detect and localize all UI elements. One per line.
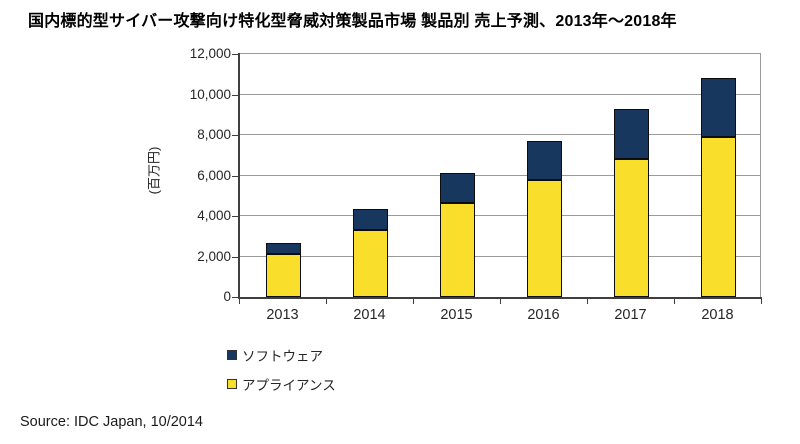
y-axis-line — [238, 53, 240, 299]
legend-key-software-icon — [227, 350, 237, 360]
source-note: Source: IDC Japan, 10/2014 — [20, 414, 203, 430]
y-tick-label-12000: 12,000 — [189, 46, 231, 61]
gridline-2000 — [240, 255, 760, 257]
x-tick-label-2015: 2015 — [440, 307, 473, 323]
bar-2018-appliance — [701, 137, 736, 297]
x-axis-line — [238, 297, 762, 299]
bar-2013-appliance — [266, 254, 301, 297]
x-tick-label-2017: 2017 — [614, 307, 647, 323]
bar-2017-software — [614, 108, 649, 160]
y-tick-mark-4000 — [232, 216, 239, 217]
legend: ソフトウェア アプライアンス — [227, 343, 336, 401]
bar-2014-appliance — [353, 230, 388, 297]
bar-2015-software — [440, 173, 475, 203]
legend-item-appliance: アプライアンス — [227, 372, 336, 396]
bar-2017-appliance — [614, 159, 649, 297]
bar-2014-software — [353, 208, 388, 231]
bar-2016-appliance — [527, 179, 562, 297]
x-tick-mark-2 — [413, 299, 414, 304]
gridline-4000 — [240, 215, 760, 216]
y-tick-mark-8000 — [232, 135, 239, 136]
y-tick-mark-0 — [232, 297, 239, 298]
y-tick-mark-10000 — [232, 94, 239, 96]
x-tick-mark-5 — [674, 299, 675, 304]
x-tick-label-2014: 2014 — [353, 307, 386, 323]
bar-2018-software — [701, 78, 736, 138]
x-tick-label-2018: 2018 — [701, 307, 734, 323]
legend-item-software: ソフトウェア — [227, 343, 336, 367]
legend-label-software: ソフトウェア — [242, 349, 323, 364]
y-tick-label-8000: 8,000 — [197, 127, 231, 142]
y-tick-mark-12000 — [232, 54, 239, 55]
gridline-8000 — [240, 134, 760, 135]
bar-2015-appliance — [440, 202, 475, 297]
x-tick-mark-3 — [500, 299, 501, 304]
legend-label-appliance: アプライアンス — [242, 378, 336, 393]
y-tick-label-10000: 10,000 — [189, 86, 231, 102]
plot-area — [239, 53, 761, 298]
x-tick-mark-4 — [587, 299, 588, 304]
x-tick-label-2016: 2016 — [527, 307, 560, 323]
x-tick-mark-1 — [326, 299, 327, 304]
legend-key-appliance-icon — [227, 379, 237, 389]
y-tick-label-2000: 2,000 — [197, 248, 231, 264]
y-tick-label-0: 0 — [223, 289, 231, 304]
x-tick-mark-6 — [761, 299, 762, 304]
bar-2013-software — [266, 243, 301, 255]
y-tick-mark-6000 — [232, 175, 239, 177]
y-tick-label-6000: 6,000 — [197, 167, 231, 183]
bar-2016-software — [527, 141, 562, 180]
y-tick-mark-2000 — [232, 256, 239, 258]
gridline-10000 — [240, 93, 760, 95]
gridline-6000 — [240, 174, 760, 176]
x-tick-mark-0 — [239, 299, 240, 304]
x-tick-label-2013: 2013 — [266, 307, 299, 323]
chart-title: 国内標的型サイバー攻撃向け特化型脅威対策製品市場 製品別 売上予測、2013年～… — [28, 13, 677, 30]
y-tick-label-4000: 4,000 — [197, 208, 231, 223]
